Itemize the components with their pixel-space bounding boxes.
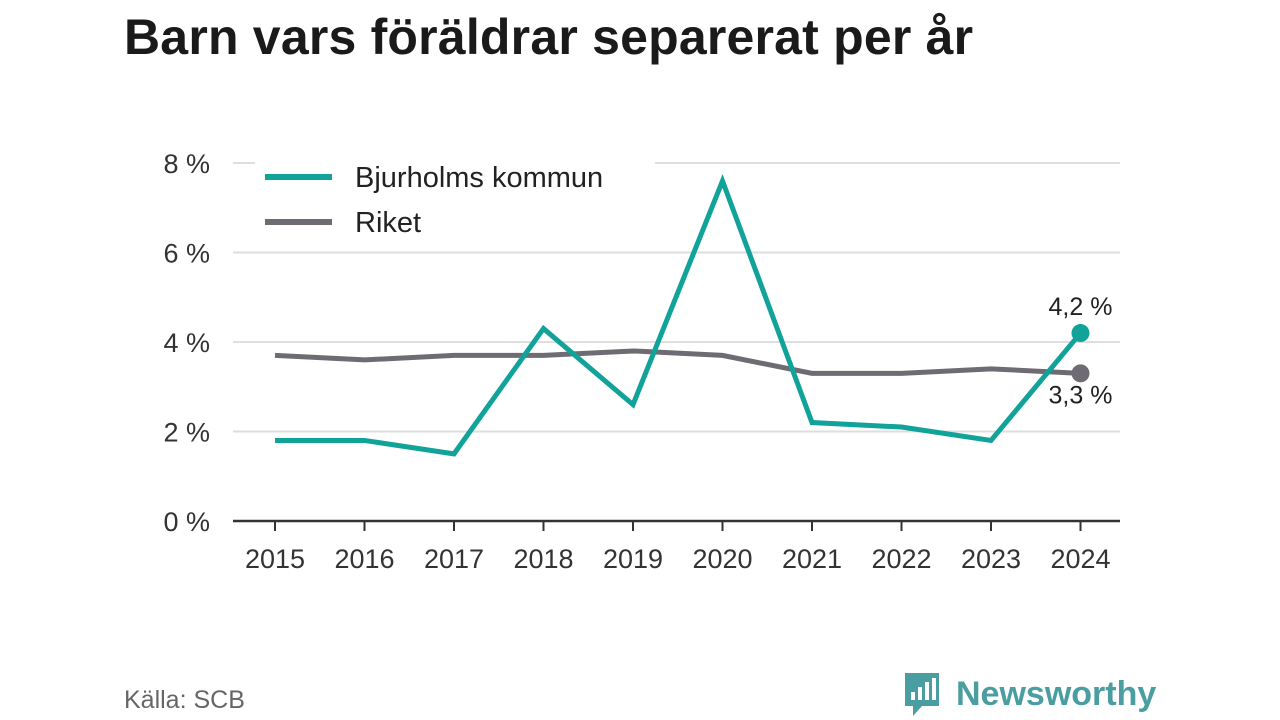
legend-background [255,155,655,250]
chart-title: Barn vars föräldrar separerat per år [124,9,974,65]
y-tick-label: 4 % [163,328,210,358]
x-tick-label: 2017 [424,544,484,574]
legend: Bjurholms kommun Riket [255,155,655,250]
data-label: 3,3 % [1049,381,1113,409]
series-line-bjurholms-kommun [275,173,1083,457]
source-label: Källa: SCB [124,686,245,714]
series-lines [274,173,1083,457]
legend-label: Riket [355,207,421,239]
x-tick-label: 2015 [245,544,305,574]
x-axis: 2015 2016 2017 2018 2019 2020 2021 2022 2023 2024 [233,519,1120,574]
y-axis-tick-labels: 0 % 2 % 4 % 6 % 8 % [163,149,210,537]
x-tick-label: 2018 [513,544,573,574]
end-point-marker [1071,324,1090,343]
brand-name: Newsworthy [956,674,1157,713]
y-tick-label: 0 % [163,507,210,537]
x-tick-label: 2022 [871,544,931,574]
y-tick-label: 6 % [163,239,210,269]
y-tick-label: 2 % [163,418,210,448]
x-tick-label: 2023 [961,544,1021,574]
x-tick-label: 2024 [1050,544,1110,574]
x-tick-label: 2016 [334,544,394,574]
series-end-markers: 4,2 % 3,3 % [1049,293,1113,409]
series-line-riket [274,348,1081,376]
legend-label: Bjurholms kommun [355,162,603,194]
data-label: 4,2 % [1049,293,1113,321]
y-tick-label: 8 % [163,149,210,179]
newsworthy-logo-icon [905,673,939,716]
end-point-marker [1071,364,1090,383]
brand-logo: Newsworthy [902,670,1156,718]
x-tick-label: 2020 [692,544,752,574]
x-tick-label: 2021 [782,544,842,574]
x-tick-label: 2019 [603,544,663,574]
